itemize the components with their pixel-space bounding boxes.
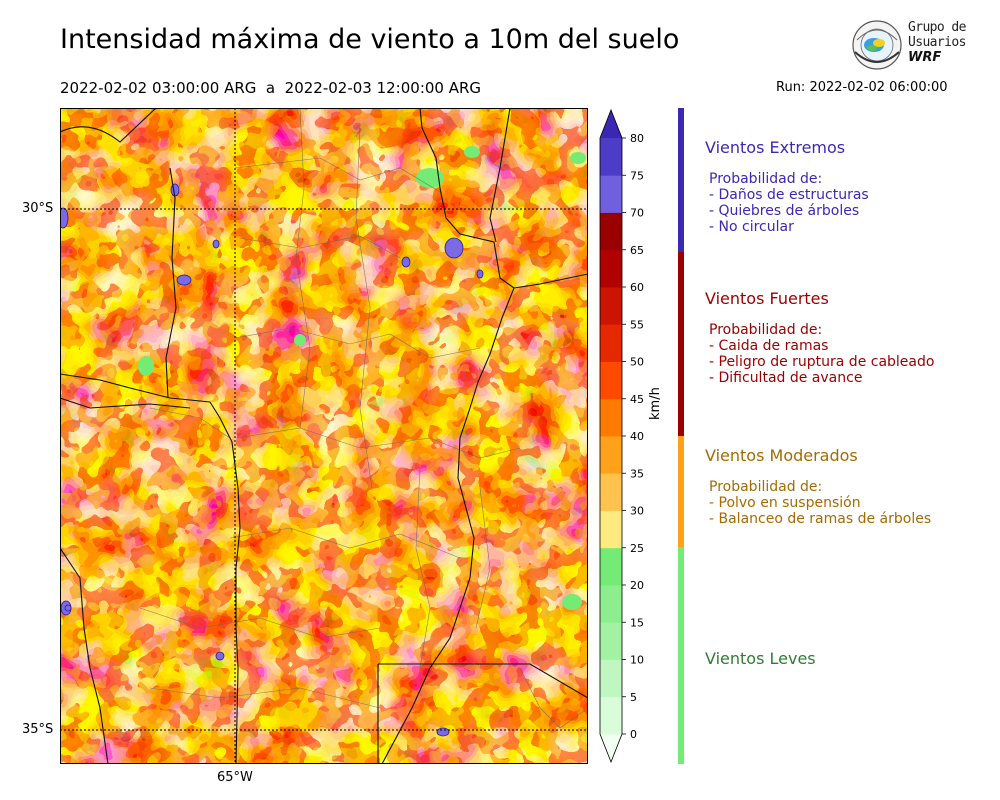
category-name: Vientos Fuertes [705,289,829,308]
category-line: - Daños de estructuras [709,187,869,203]
graticule [60,108,588,764]
wind-map [60,108,588,764]
colorbar-segment [600,436,622,474]
colorbar-tick-label: 80 [630,132,644,145]
colorbar-tick-label: 50 [630,356,644,369]
colorbar-segment [600,287,622,325]
category-name: Vientos Extremos [705,138,846,157]
category-line: Probabilidad de: [709,479,823,495]
category-lines: Probabilidad de: - Daños de estructuras - … [709,171,869,235]
colorbar-segment [600,324,622,362]
category-line: - Caida de ramas [709,338,829,354]
light-wind-patches [138,146,586,610]
category-extreme: Vientos Extremos Probabilidad de: - Daños… [705,138,869,235]
category-line: - Balanceo de ramas de árboles [709,511,932,527]
colorbar-tick-label: 20 [630,579,644,592]
logo-text-line3: WRF [908,50,942,65]
logo-text-line2: Usuarios [908,35,966,50]
colorbar-tick-label: 25 [630,542,644,555]
colorbar-segment [600,473,622,511]
colorbar-segment [600,110,622,138]
run-time: Run: 2022-02-02 06:00:00 [776,80,948,95]
lat-label-30s: 30°S [22,201,54,216]
lon-label-65w: 65°W [217,770,253,785]
colorbar-segment [600,659,622,698]
globe-icon [852,20,902,70]
colorbar-tick-label: 0 [630,728,637,741]
colorbar-segment [600,212,622,251]
colorbar-tick-label: 10 [630,654,644,667]
category-moderate: Vientos Moderados Probabilidad de: - Polv… [705,446,931,527]
category-light: Vientos Leves [705,649,816,682]
category-line: Probabilidad de: [709,322,823,338]
category-name: Vientos Leves [705,649,816,668]
category-line: - Dificultad de avance [709,370,863,386]
legend-bar [678,547,684,764]
lat-label-35s: 35°S [22,722,54,737]
category-line: - No circular [709,219,794,235]
colorbar-tick-label: 40 [630,430,644,443]
colorbar-segment [600,175,622,213]
colorbar-segment [600,249,622,288]
colorbar-tick-label: 5 [630,691,637,704]
colorbar-tick-label: 60 [630,281,644,294]
colorbar-tick-label: 30 [630,505,644,518]
colorbar-segment [600,138,622,176]
category-name: Vientos Moderados [705,446,858,465]
colorbar-segment [600,696,622,735]
country-borders [60,108,588,764]
category-lines: Probabilidad de: - Caida de ramas - Peligr… [709,322,934,386]
legend-bar [678,252,684,436]
colorbar-segment [600,398,622,437]
colorbar: 0 5 10 15 20 25 30 35 40 45 50 55 60 65 70 75 80 [598,108,648,764]
colorbar-tick-label: 55 [630,318,644,331]
colorbar-segment [600,510,622,549]
category-line: - Peligro de ruptura de cableado [709,354,935,370]
colorbar-tick-label: 45 [630,393,644,406]
colorbar-tick-label: 35 [630,467,644,480]
colorbar-segment [600,547,622,586]
colorbar-tick-label: 65 [630,244,644,257]
colorbar-unit: km/h [648,387,663,420]
colorbar-segment [600,585,622,623]
legend-bar [678,436,684,547]
extreme-wind-spots [60,183,484,737]
category-line: Probabilidad de: [709,171,823,187]
colorbar-tick-label: 15 [630,616,644,629]
colorbar-segment [600,734,622,762]
chart-title: Intensidad máxima de viento a 10m del su… [60,24,680,55]
colorbar-segment [600,361,622,400]
category-lines: Probabilidad de: - Polvo en suspensión - B… [709,479,931,527]
forecast-period: 2022-02-02 03:00:00 ARG a 2022-02-03 12:… [60,79,482,97]
category-line: - Quiebres de árboles [709,203,860,219]
grupo-wrf-logo: Grupo de Usuarios WRF [850,18,970,72]
logo-text-line1: Grupo de [908,20,966,35]
colorbar-tick-label: 70 [630,207,644,220]
colorbar-tick-label: 75 [630,169,644,182]
category-strong: Vientos Fuertes Probabilidad de: - Caida … [705,289,934,386]
category-line: - Polvo en suspensión [709,495,861,511]
admin-boundaries [139,108,588,729]
legend-bar [678,108,684,252]
colorbar-segment [600,622,622,660]
